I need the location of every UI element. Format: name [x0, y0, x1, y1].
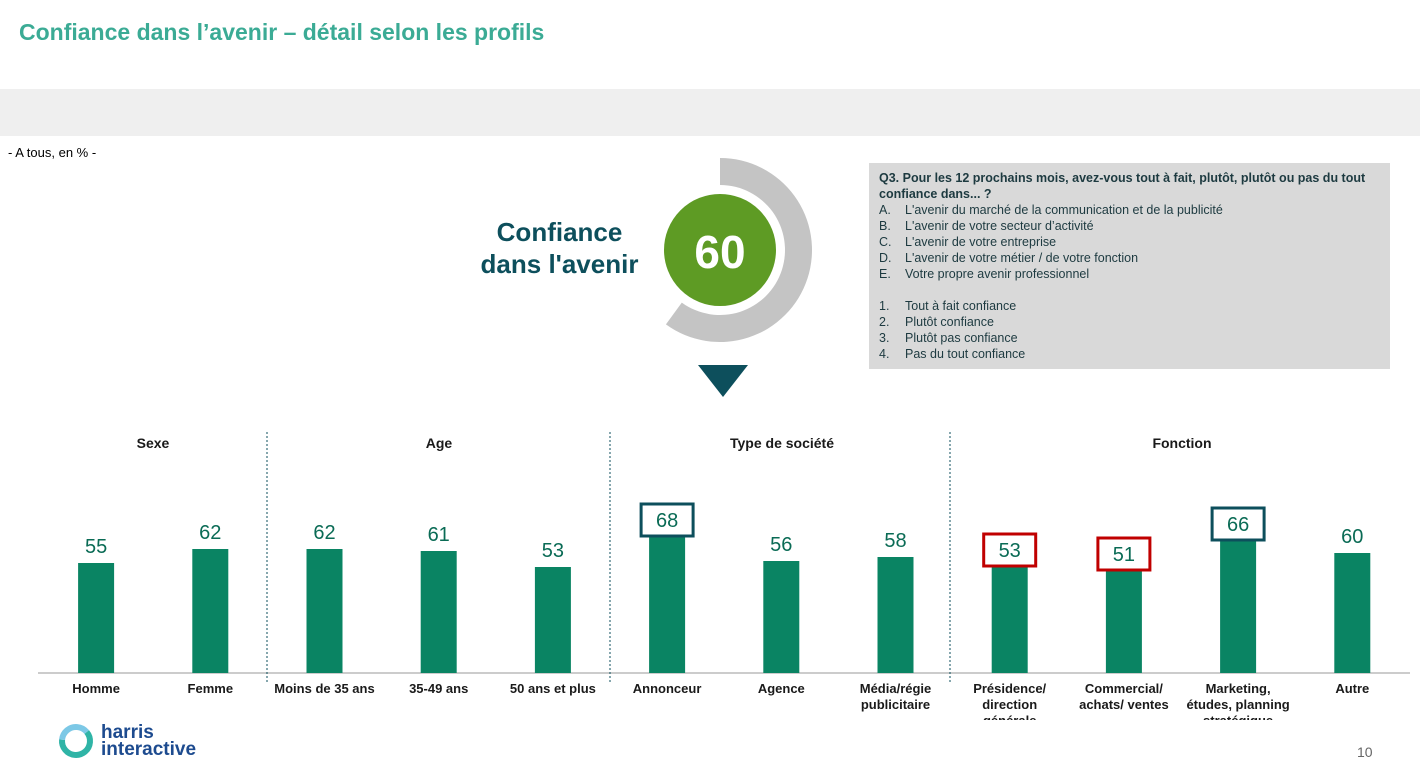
donut-label-line1: Confiance	[496, 217, 623, 247]
bar	[649, 537, 686, 673]
category-label: Marketing,études, planningstratégique	[1186, 681, 1289, 720]
data-label: 62	[199, 522, 221, 544]
category-label: 50 ans et plus	[510, 681, 596, 696]
question-item-label: Plutôt confiance	[905, 315, 994, 329]
category-label: 35-49 ans	[409, 681, 468, 696]
bar	[1105, 571, 1142, 673]
bar	[877, 557, 914, 673]
data-label: 58	[884, 530, 906, 552]
category-label: Commercial/achats/ ventes	[1079, 681, 1169, 712]
question-item-key: 2.	[879, 315, 890, 329]
highlight-box	[639, 502, 695, 538]
question-text: Q3. Pour les 12 prochains mois, avez-vou…	[879, 171, 1366, 201]
question-item-key: E.	[879, 267, 891, 281]
data-label: 53	[542, 540, 564, 562]
group-title: Sexe	[137, 435, 170, 451]
category-label: Annonceur	[633, 681, 702, 696]
highlight-box	[1096, 536, 1152, 572]
question-items: A. L'avenir du marché de la communication…	[879, 202, 1380, 282]
question-item-key: C.	[879, 235, 892, 249]
bar	[763, 561, 800, 673]
question-item-key: D.	[879, 251, 892, 265]
donut-center	[662, 192, 778, 308]
question-scale: 1. Tout à fait confiance 2. Plutôt confianc…	[879, 298, 1380, 362]
data-label: 51	[1113, 544, 1135, 566]
data-label: 53	[999, 540, 1021, 562]
bar	[78, 563, 115, 673]
question-item-label: L'avenir du marché de la communication e…	[905, 203, 1223, 217]
donut-ring	[665, 158, 812, 342]
base-note: - A tous, en % -	[8, 145, 97, 160]
category-label: Homme	[72, 681, 120, 696]
question-list-item: 1. Tout à fait confiance	[879, 298, 1380, 314]
logo-line2: interactive	[101, 739, 197, 760]
question-item-label: L'avenir de votre secteur d’activité	[905, 219, 1094, 233]
category-label: Femme	[188, 681, 234, 696]
question-list-item: B. L'avenir de votre secteur d’activité	[879, 218, 1380, 234]
question-list-item: 3. Plutôt pas confiance	[879, 330, 1380, 346]
question-list-item: E. Votre propre avenir professionnel	[879, 266, 1380, 282]
category-label: Moins de 35 ans	[274, 681, 374, 696]
harris-logo: harris interactive	[57, 722, 196, 760]
donut-label: Confiance dans l'avenir	[462, 216, 657, 280]
category-label: Autre	[1335, 681, 1369, 696]
question-item-key: B.	[879, 219, 891, 233]
category-label: Agence	[758, 681, 805, 696]
group-title: Fonction	[1152, 435, 1211, 451]
bar-chart: Sexe 55 Homme 62 Femme Age 62 Moins de 35 ans 61…	[38, 432, 1410, 720]
question-item-label: Plutôt pas confiance	[905, 331, 1018, 345]
highlight-box	[1210, 506, 1266, 542]
data-label: 55	[85, 536, 107, 558]
data-label: 62	[313, 522, 335, 544]
group-title: Type de société	[730, 435, 834, 451]
donut-label-line2: dans l'avenir	[480, 249, 639, 279]
header-band	[0, 89, 1420, 136]
bar	[1220, 541, 1257, 673]
bar	[306, 549, 343, 673]
highlight-box	[982, 532, 1038, 568]
question-item-key: 3.	[879, 331, 890, 345]
question-list-item: A. L'avenir du marché de la communication…	[879, 202, 1380, 218]
data-label: 61	[428, 524, 450, 546]
page-title: Confiance dans l’avenir – détail selon l…	[19, 19, 545, 45]
data-label: 60	[1341, 526, 1363, 548]
down-arrow-icon	[698, 365, 748, 397]
question-item-key: 1.	[879, 299, 890, 313]
bar	[534, 567, 571, 673]
data-label: 68	[656, 510, 678, 532]
question-item-key: 4.	[879, 347, 890, 361]
question-item-key: A.	[879, 203, 891, 217]
donut-value: 60	[694, 226, 745, 278]
bar	[991, 567, 1028, 673]
question-box: Q3. Pour les 12 prochains mois, avez-vou…	[869, 163, 1390, 369]
question-item-label: L'avenir de votre entreprise	[905, 235, 1057, 249]
group-title: Age	[426, 435, 453, 451]
confidence-donut: 60	[662, 158, 812, 342]
bar	[1334, 553, 1371, 673]
question-item-label: L'avenir de votre métier / de votre fonc…	[905, 251, 1139, 265]
question-item-label: Pas du tout confiance	[905, 347, 1026, 361]
data-label: 56	[770, 534, 792, 556]
bar	[420, 551, 457, 673]
question-list-item: D. L'avenir de votre métier / de votre fo…	[879, 250, 1380, 266]
logo-ring-icon	[59, 724, 93, 758]
category-label: Média/régie publicitaire	[860, 681, 932, 712]
page-number: 10	[1357, 744, 1373, 760]
question-list-item: C. L'avenir de votre entreprise	[879, 234, 1380, 250]
question-list-item: 2. Plutôt confiance	[879, 314, 1380, 330]
bar	[192, 549, 229, 673]
question-list-item: 4. Pas du tout confiance	[879, 346, 1380, 362]
data-label: 66	[1227, 514, 1249, 536]
category-label: Présidence/directiongénérale	[973, 681, 1046, 720]
logo-line1: harris	[101, 722, 154, 743]
question-item-label: Votre propre avenir professionnel	[905, 267, 1090, 281]
question-item-label: Tout à fait confiance	[905, 299, 1017, 313]
